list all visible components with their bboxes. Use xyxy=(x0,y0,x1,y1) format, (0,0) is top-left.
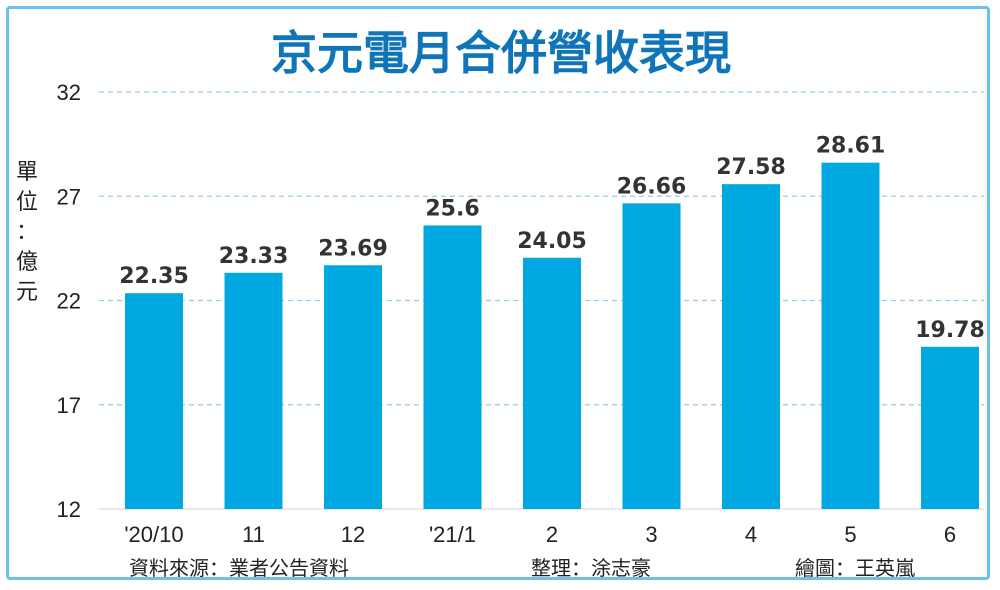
data-label: 19.78 xyxy=(915,318,985,343)
x-tick-label: 12 xyxy=(341,522,365,547)
data-label: 22.35 xyxy=(119,264,189,289)
illustrator-credit: 繪圖：王英嵐 xyxy=(795,556,915,580)
bar xyxy=(423,225,482,509)
y-tick-label: 22 xyxy=(57,289,81,314)
bar xyxy=(921,346,979,509)
data-label: 27.58 xyxy=(716,155,786,180)
bar xyxy=(224,272,283,509)
chart-frame: 京元電月合併營收表現 12 17 22 27 32 '20/10 11 12 '21/1 2 3 4… xyxy=(6,6,990,580)
bar xyxy=(324,265,382,509)
editor-credit: 整理：涂志豪 xyxy=(531,556,651,580)
x-tick-label: 5 xyxy=(844,522,856,547)
data-label: 23.69 xyxy=(318,236,388,261)
data-label: 28.61 xyxy=(816,134,886,159)
x-tick-label: 2 xyxy=(546,522,558,547)
y-axis-label-char: 位 xyxy=(16,190,38,215)
chart-title: 京元電月合併營收表現 xyxy=(271,26,731,80)
data-label: 23.33 xyxy=(219,244,289,269)
x-tick-label: '20/10 xyxy=(124,522,183,547)
bar xyxy=(722,184,780,510)
bars xyxy=(125,162,979,510)
y-tick-label: 17 xyxy=(57,393,81,418)
x-tick-label: '21/1 xyxy=(429,522,476,547)
y-axis-ticks: 12 17 22 27 32 xyxy=(57,80,81,522)
y-tick-label: 27 xyxy=(57,184,81,209)
data-label: 26.66 xyxy=(617,174,687,199)
source-credit: 資料來源：業者公告資料 xyxy=(129,556,349,580)
x-tick-label: 11 xyxy=(242,522,265,547)
x-tick-label: 6 xyxy=(944,522,956,547)
bar xyxy=(523,257,581,509)
y-tick-label: 12 xyxy=(57,497,81,522)
y-axis-label-char: 億 xyxy=(16,250,38,275)
data-labels: 22.35 23.33 23.69 25.6 24.05 26.66 27.58 28.61 1… xyxy=(119,134,985,343)
x-tick-label: 4 xyxy=(745,522,757,547)
y-axis-label: 單位 ： 億元 xyxy=(16,160,38,305)
data-label: 25.6 xyxy=(425,196,479,221)
bar xyxy=(622,203,681,510)
y-axis-label-char: 單 xyxy=(16,160,38,185)
bar-chart: 京元電月合併營收表現 12 17 22 27 32 '20/10 11 12 '21/1 2 3 4… xyxy=(16,26,985,580)
x-tick-label: 3 xyxy=(645,522,657,547)
bar xyxy=(125,293,183,509)
y-axis-label-char: 元 xyxy=(16,280,38,305)
data-label: 24.05 xyxy=(517,229,587,254)
x-axis-ticks: '20/10 11 12 '21/1 2 3 4 5 6 xyxy=(124,522,956,547)
bar xyxy=(821,162,880,509)
y-tick-label: 32 xyxy=(57,80,81,105)
y-axis-label-char: ： xyxy=(16,220,38,245)
